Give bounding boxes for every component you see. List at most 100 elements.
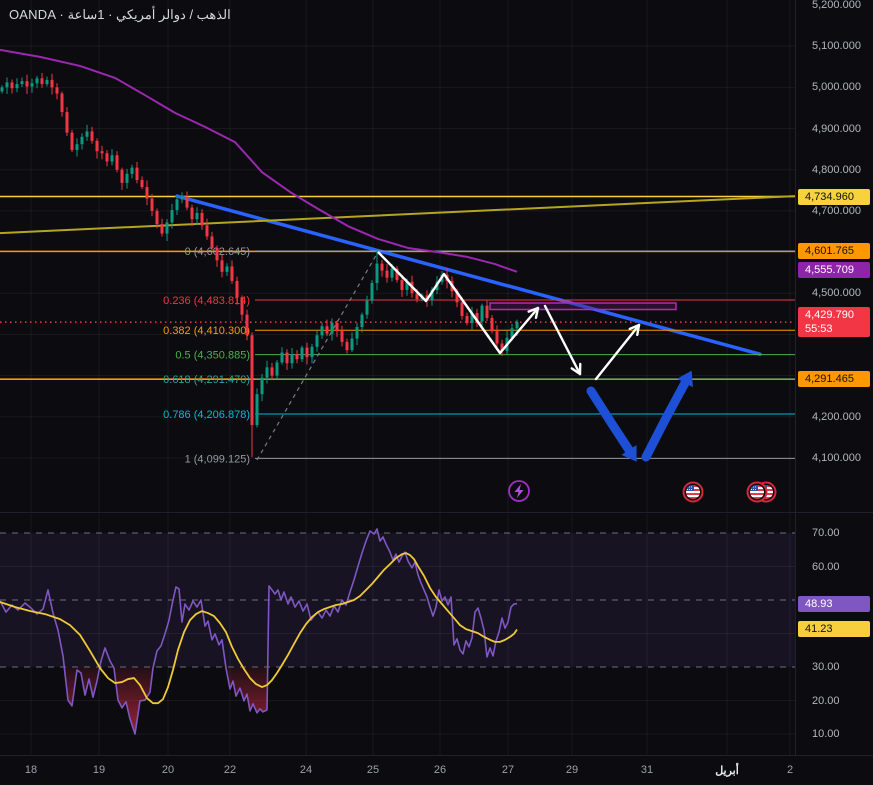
- flag-stripe: [686, 493, 700, 495]
- candle-body: [340, 331, 344, 342]
- fib-level-label: 0.236 (4,483.814): [163, 295, 250, 307]
- candle-body: [290, 354, 294, 364]
- candle-body: [145, 187, 149, 199]
- fib-level-label: 0.786 (4,206.878): [163, 409, 250, 421]
- candle-body: [80, 136, 84, 145]
- price-badge: 41.23: [798, 621, 870, 638]
- time-axis-label: 20: [161, 764, 175, 776]
- blue-arrow[interactable]: [641, 370, 693, 462]
- candle-body: [430, 289, 434, 301]
- pane-separator[interactable]: [0, 512, 873, 513]
- candle-body: [350, 338, 354, 351]
- lightning-bolt: [514, 484, 524, 498]
- rsi-band-fill: [0, 533, 795, 667]
- candle-body: [110, 155, 114, 162]
- candle-body: [220, 260, 224, 272]
- candle-body: [5, 82, 9, 88]
- candle-body: [105, 153, 109, 162]
- chart-canvas[interactable]: 0 (4,602.645)0.236 (4,483.814)0.382 (4,4…: [0, 0, 795, 755]
- candle-body: [190, 207, 194, 220]
- blue-arrow-head: [677, 370, 693, 388]
- candle-body: [335, 322, 339, 332]
- price-axis[interactable]: 5,200.000 5,100.000 5,000.000 4,900.000 4,80…: [795, 0, 873, 755]
- candle-body: [490, 317, 494, 332]
- us-flag-icon[interactable]: [682, 481, 704, 503]
- candle-body: [495, 331, 499, 344]
- rsi-oversold-area: [113, 667, 154, 734]
- candle-body: [305, 347, 309, 358]
- time-axis[interactable]: 18 19 20 22 24 25 26 27 29 31 أبريل 2: [0, 755, 873, 785]
- candle-body: [20, 81, 24, 85]
- candle-body: [205, 225, 209, 237]
- rsi-axis-label: 10.00: [812, 728, 840, 740]
- rsi-band: [0, 532, 795, 668]
- price-badge: 4,291.465: [798, 371, 870, 388]
- flag-stripe: [750, 495, 764, 497]
- flag-star: [750, 488, 753, 491]
- flag-stripe: [750, 491, 764, 493]
- price-ma-line[interactable]: [0, 48, 518, 273]
- rsi-ma-line[interactable]: [0, 552, 518, 705]
- candle-body: [240, 297, 244, 315]
- blue-arrow-shaft: [641, 378, 690, 462]
- candle-body: [260, 377, 264, 395]
- candle-body: [345, 341, 349, 351]
- candle-body: [415, 293, 419, 300]
- flag-star: [754, 486, 757, 488]
- white-arrow[interactable]: [594, 323, 641, 381]
- candle-body: [15, 84, 19, 89]
- magenta-box-annotation[interactable]: [489, 302, 677, 311]
- symbol-title[interactable]: OANDA · ةعاس1 · يكيرمأ رلاود / بهذلا: [9, 7, 231, 22]
- candle-body: [475, 313, 479, 322]
- trend-line[interactable]: [0, 195, 795, 235]
- candle-body: [155, 210, 159, 225]
- time-axis-label: أبريل: [715, 765, 739, 777]
- white-arrow[interactable]: [543, 304, 582, 376]
- rsi-line[interactable]: [0, 528, 518, 735]
- candle-body: [280, 352, 284, 363]
- white-zigzag-line: [377, 251, 539, 355]
- candle-body: [115, 155, 119, 170]
- fib-retracement[interactable]: 0 (4,602.645)0.236 (4,483.814)0.382 (4,4…: [163, 246, 795, 465]
- candle-body: [130, 167, 134, 174]
- flag-stripe: [686, 497, 700, 499]
- candle-body: [45, 79, 49, 85]
- arrow-head: [570, 367, 582, 376]
- candle-body: [120, 169, 124, 183]
- white-zigzag-arrow[interactable]: [377, 251, 540, 355]
- candle-body: [95, 140, 99, 152]
- candle-body: [135, 167, 139, 181]
- us-flag-icon[interactable]: [746, 481, 768, 503]
- price-axis-label: 4,100.000: [812, 452, 861, 464]
- lightning-icon[interactable]: [508, 480, 530, 502]
- candle-body: [355, 327, 359, 339]
- candle-body: [160, 224, 164, 234]
- white-arrow-line: [594, 323, 641, 381]
- candle-body: [380, 263, 384, 271]
- candle-body: [360, 314, 364, 328]
- fib-level-label: 1 (4,099.125): [185, 453, 250, 465]
- candle-body: [245, 314, 249, 336]
- candle-body: [215, 247, 219, 261]
- candle-body: [255, 394, 259, 426]
- candle-body: [515, 322, 519, 329]
- candle-body: [485, 305, 489, 318]
- candle-body: [90, 131, 94, 141]
- candle-body: [10, 82, 14, 89]
- candle-body: [170, 210, 174, 223]
- price-badge: 4,734.960: [798, 188, 870, 205]
- blue-arrow[interactable]: [586, 386, 637, 462]
- rsi-axis-label: 30.00: [812, 661, 840, 673]
- flag-canton: [686, 485, 694, 491]
- trend-line[interactable]: [175, 194, 762, 356]
- candle-body: [295, 354, 299, 360]
- price-axis-label: 4,900.000: [812, 122, 861, 135]
- candle-body: [265, 367, 269, 378]
- candle-body: [375, 263, 379, 283]
- candle-body: [315, 335, 319, 347]
- candle-body: [385, 270, 389, 278]
- candle-body: [230, 266, 234, 281]
- candle-body: [250, 335, 254, 426]
- flag-stripe: [686, 491, 700, 493]
- price-axis-label: 4,200.000: [812, 410, 861, 423]
